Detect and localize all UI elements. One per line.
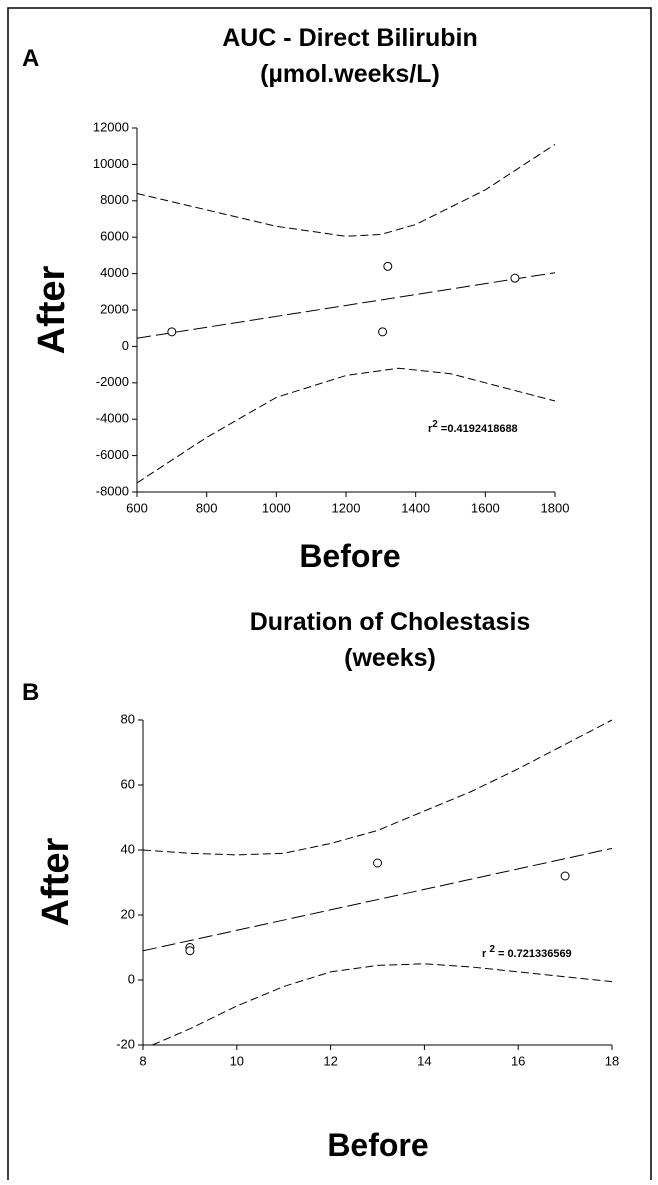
chart-title: Duration of Cholestasis [250, 608, 531, 636]
y-axis-label: After [31, 265, 73, 354]
y-tick-label: 10000 [93, 156, 129, 171]
panel-label: B [22, 679, 39, 706]
x-tick-label: 1200 [332, 500, 361, 515]
r-squared-value: = 0.721336569 [495, 948, 572, 960]
x-tick-label: 12 [323, 1053, 337, 1068]
x-tick-label: 18 [605, 1053, 619, 1068]
y-tick-label: 20 [121, 906, 135, 921]
x-tick-label: 1600 [471, 500, 500, 515]
x-tick-label: 800 [196, 500, 218, 515]
y-tick-label: 4000 [100, 265, 129, 280]
y-tick-label: 0 [128, 971, 135, 986]
x-axis-label: Before [327, 1127, 428, 1163]
y-tick-label: 8000 [100, 192, 129, 207]
y-tick-label: 12000 [93, 119, 129, 134]
r-squared-base: r [428, 423, 433, 435]
x-tick-label: 16 [511, 1053, 525, 1068]
data-point [373, 858, 382, 868]
data-point [378, 327, 388, 337]
r-squared: r2 =0.4192418688 [428, 419, 518, 435]
r-squared: r 2 = 0.721336569 [482, 944, 572, 960]
regression-line [142, 847, 613, 952]
y-axis-label: After [35, 837, 77, 926]
r-squared-sup: 2 [432, 419, 438, 430]
y-tick-label: 40 [121, 841, 135, 856]
x-tick-label: 600 [126, 500, 148, 515]
data-point [510, 273, 520, 283]
x-tick-label: 10 [230, 1053, 244, 1068]
panel-label: A [22, 45, 39, 72]
y-tick-label: 60 [121, 776, 135, 791]
chart-title: (µmol.weeks/L) [260, 60, 440, 88]
chart-title: AUC - Direct Bilirubin [222, 24, 478, 52]
x-tick-label: 1000 [262, 500, 291, 515]
r-squared-base: r [482, 948, 489, 960]
y-tick-label: -20 [116, 1036, 135, 1051]
upper-confidence-band [136, 143, 556, 237]
data-point [383, 261, 393, 271]
lower-confidence-band [136, 367, 556, 484]
y-tick-label: 0 [122, 338, 129, 353]
y-tick-label: 2000 [100, 301, 129, 316]
y-tick-label: -4000 [96, 411, 129, 426]
y-tick-label: -2000 [96, 374, 129, 389]
r-squared-sup: 2 [489, 944, 495, 955]
data-point [560, 871, 570, 881]
x-tick-label: 8 [139, 1053, 146, 1068]
y-tick-label: -6000 [96, 447, 129, 462]
upper-confidence-band [142, 719, 613, 856]
chart-title: (weeks) [344, 644, 436, 672]
y-tick-label: -8000 [96, 483, 129, 498]
x-tick-label: 14 [417, 1053, 431, 1068]
x-tick-label: 1400 [401, 500, 430, 515]
regression-line [136, 272, 556, 339]
frame [7, 7, 652, 1185]
data-point [185, 946, 195, 956]
y-tick-label: 6000 [100, 229, 129, 244]
data-point [167, 327, 177, 337]
y-tick-label: 80 [121, 711, 135, 726]
lower-confidence-band [152, 963, 613, 1046]
r-squared-value: =0.4192418688 [438, 423, 518, 435]
x-axis-label: Before [299, 538, 400, 574]
x-tick-label: 1800 [541, 500, 570, 515]
